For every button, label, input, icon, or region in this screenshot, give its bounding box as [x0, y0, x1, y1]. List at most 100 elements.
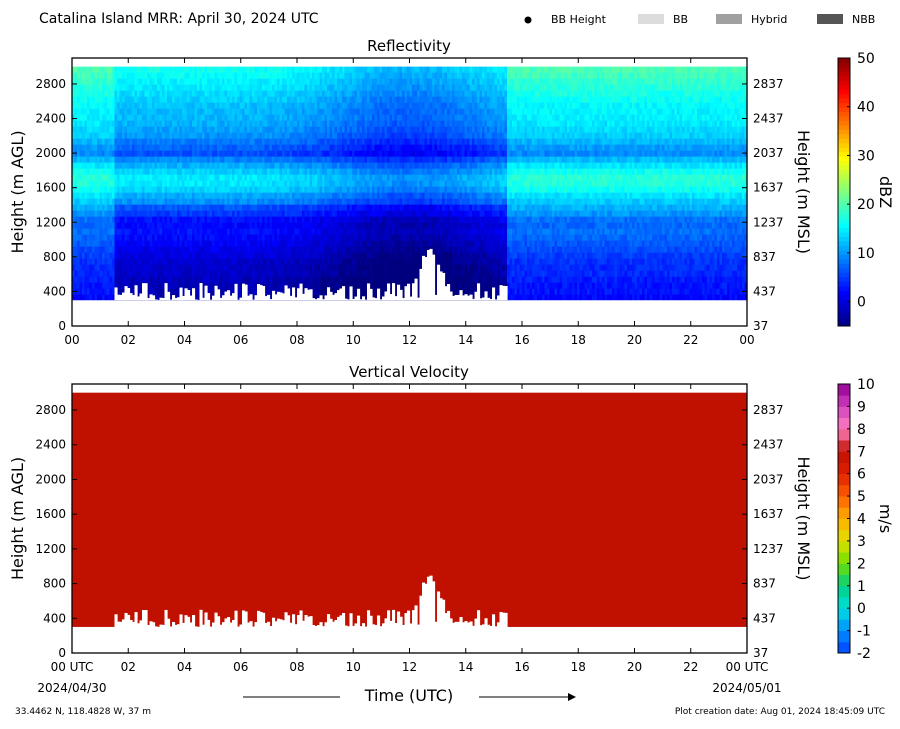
reflectivity-cell — [329, 204, 333, 212]
reflectivity-cell — [284, 258, 288, 266]
reflectivity-cell — [137, 150, 141, 158]
reflectivity-cell — [184, 126, 188, 134]
reflectivity-cell — [184, 72, 188, 80]
reflectivity-cell — [189, 234, 193, 242]
reflectivity-cell — [197, 186, 201, 194]
reflectivity-cell — [87, 282, 91, 290]
reflectivity-cell — [239, 186, 243, 194]
reflectivity-cell — [134, 114, 138, 122]
reflectivity-cell — [154, 120, 158, 128]
reflectivity-cell — [199, 162, 203, 170]
reflectivity-cell — [334, 246, 338, 254]
reflectivity-cell — [79, 72, 83, 80]
reflectivity-cell — [199, 216, 203, 224]
reflectivity-cell — [234, 228, 238, 236]
reflectivity-cell — [104, 84, 108, 92]
reflectivity-cell — [234, 90, 238, 98]
reflectivity-cell — [169, 270, 173, 278]
reflectivity-cell — [337, 90, 341, 98]
reflectivity-cell — [102, 108, 106, 116]
reflectivity-cell — [149, 258, 153, 266]
reflectivity-cell — [104, 240, 108, 248]
reflectivity-cell — [282, 252, 286, 260]
reflectivity-cell — [302, 240, 306, 248]
reflectivity-cell — [207, 258, 211, 266]
reflectivity-cell — [139, 108, 143, 116]
reflectivity-cell — [252, 228, 256, 236]
reflectivity-cell — [229, 180, 233, 188]
reflectivity-cell — [234, 144, 238, 152]
reflectivity-cell — [259, 216, 263, 224]
reflectivity-cell — [299, 126, 303, 134]
reflectivity-cell — [217, 198, 221, 206]
reflectivity-cell — [252, 258, 256, 266]
reflectivity-cell — [344, 108, 348, 116]
reflectivity-cell — [292, 102, 296, 110]
reflectivity-cell — [119, 288, 123, 296]
reflectivity-cell — [324, 180, 328, 188]
reflectivity-cell — [189, 90, 193, 98]
reflectivity-cell — [299, 234, 303, 242]
reflectivity-cell — [264, 126, 268, 134]
reflectivity-cell — [294, 162, 298, 170]
reflectivity-cell — [159, 240, 163, 248]
reflectivity-cell — [137, 66, 141, 74]
reflectivity-cell — [127, 258, 131, 266]
reflectivity-cell — [349, 120, 353, 128]
reflectivity-cell — [189, 84, 193, 92]
reflectivity-cell — [224, 204, 228, 212]
reflectivity-cell — [117, 198, 121, 206]
reflectivity-cell — [122, 234, 126, 242]
reflectivity-cell — [344, 222, 348, 230]
reflectivity-cell — [322, 264, 326, 272]
reflectivity-cell — [314, 180, 318, 188]
reflectivity-cell — [262, 222, 266, 230]
reflectivity-cell — [187, 192, 191, 200]
reflectivity-cell — [174, 96, 178, 104]
reflectivity-cell — [87, 102, 91, 110]
reflectivity-cell — [289, 66, 293, 74]
reflectivity-cell — [202, 216, 206, 224]
reflectivity-cell — [89, 240, 93, 248]
reflectivity-cell — [107, 84, 111, 92]
reflectivity-cell — [79, 84, 83, 92]
reflectivity-cell — [307, 252, 311, 260]
reflectivity-cell — [259, 96, 263, 104]
reflectivity-cell — [257, 228, 261, 236]
reflectivity-cell — [299, 276, 303, 284]
reflectivity-cell — [294, 270, 298, 278]
reflectivity-cell — [149, 108, 153, 116]
reflectivity-cell — [302, 222, 306, 230]
reflectivity-cell — [192, 138, 196, 146]
reflectivity-cell — [224, 252, 228, 260]
reflectivity-cell — [219, 138, 223, 146]
reflectivity-cell — [329, 72, 333, 80]
reflectivity-cell — [124, 198, 128, 206]
reflectivity-cell — [239, 150, 243, 158]
reflectivity-cell — [132, 114, 136, 122]
reflectivity-cell — [77, 144, 81, 152]
reflectivity-cell — [109, 270, 113, 278]
reflectivity-cell — [89, 264, 93, 272]
reflectivity-cell — [172, 120, 176, 128]
reflectivity-cell — [344, 216, 348, 224]
reflectivity-cell — [329, 258, 333, 266]
reflectivity-cell — [79, 114, 83, 122]
reflectivity-cell — [267, 162, 271, 170]
reflectivity-cell — [109, 156, 113, 164]
reflectivity-cell — [222, 174, 226, 182]
reflectivity-cell — [157, 72, 161, 80]
reflectivity-cell — [322, 162, 326, 170]
reflectivity-cell — [172, 186, 176, 194]
reflectivity-cell — [117, 264, 121, 272]
reflectivity-cell — [112, 228, 116, 236]
reflectivity-cell — [289, 144, 293, 152]
reflectivity-cell — [222, 222, 226, 230]
reflectivity-cell — [282, 132, 286, 140]
reflectivity-cell — [162, 288, 166, 296]
reflectivity-cell — [332, 252, 336, 260]
reflectivity-cell — [179, 132, 183, 140]
reflectivity-cell — [304, 96, 308, 104]
reflectivity-cell — [322, 246, 326, 254]
reflectivity-cell — [207, 168, 211, 176]
